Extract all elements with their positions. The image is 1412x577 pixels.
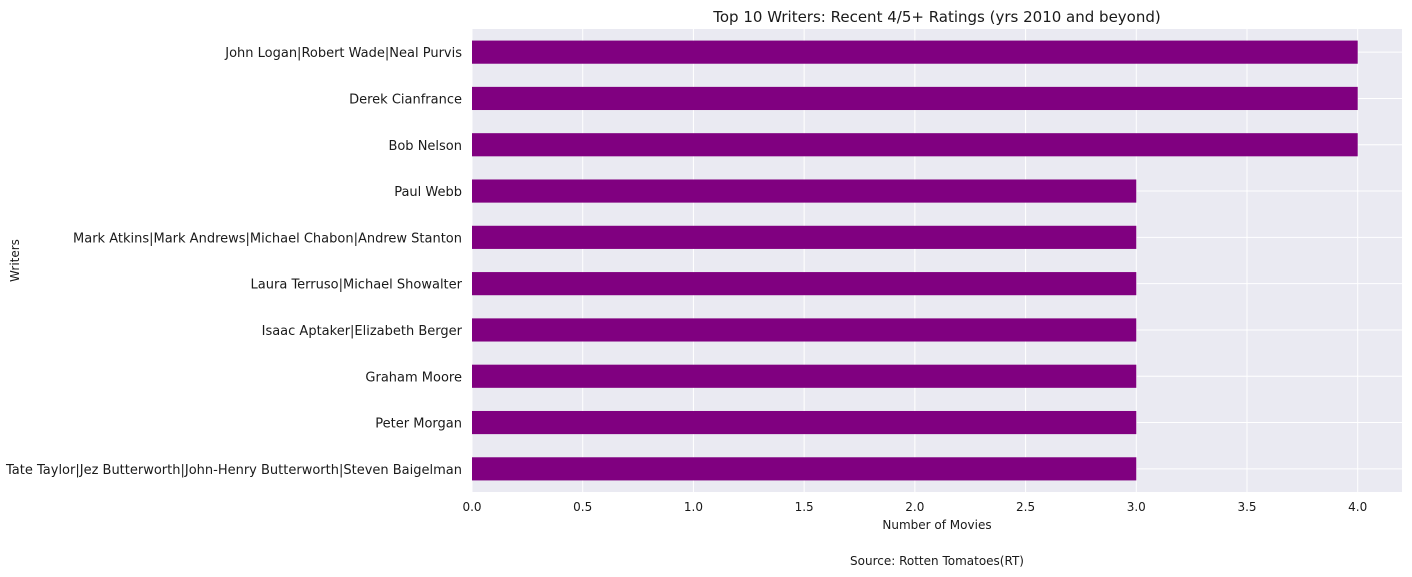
x-tick-label: 0.5 [573, 500, 592, 514]
category-label: Tate Taylor|Jez Butterworth|John-Henry B… [5, 463, 462, 478]
x-tick-label: 2.5 [1016, 500, 1035, 514]
x-tick-label: 3.0 [1127, 500, 1146, 514]
y-axis-title: Writers [8, 239, 22, 282]
bar [472, 364, 1137, 388]
x-tick-label: 1.0 [684, 500, 703, 514]
x-tick-labels: 0.0 0.5 1.0 1.5 2.0 2.5 3.0 3.5 4.0 [462, 500, 1367, 514]
bar [472, 40, 1358, 64]
bar [472, 272, 1137, 296]
category-label: Graham Moore [365, 370, 462, 385]
category-label: Bob Nelson [388, 139, 462, 154]
chart-title: Top 10 Writers: Recent 4/5+ Ratings (yrs… [712, 8, 1160, 26]
category-label: Paul Webb [394, 185, 462, 200]
bar [472, 410, 1137, 435]
category-label: Isaac Aptaker|Elizabeth Berger [262, 324, 463, 339]
category-label: Mark Atkins|Mark Andrews|Michael Chabon|… [73, 231, 462, 246]
category-label: John Logan|Robert Wade|Neal Purvis [224, 46, 462, 61]
x-tick-label: 4.0 [1348, 500, 1367, 514]
bar [472, 318, 1137, 342]
category-label: Derek Cianfrance [349, 92, 462, 107]
x-axis-title: Number of Movies [882, 518, 991, 532]
bar [472, 225, 1137, 249]
category-label: Laura Terruso|Michael Showalter [251, 278, 463, 293]
bar [472, 133, 1358, 157]
category-label: Peter Morgan [375, 417, 462, 432]
x-tick-label: 2.0 [905, 500, 924, 514]
bar [472, 179, 1137, 203]
bar [472, 457, 1137, 481]
x-tick-label: 3.5 [1237, 500, 1256, 514]
source-caption: Source: Rotten Tomatoes(RT) [850, 554, 1024, 568]
bar [472, 86, 1358, 111]
bars [472, 40, 1358, 481]
y-tick-labels: John Logan|Robert Wade|Neal Purvis Derek … [5, 46, 463, 478]
x-tick-label: 0.0 [462, 500, 481, 514]
x-tick-label: 1.5 [795, 500, 814, 514]
